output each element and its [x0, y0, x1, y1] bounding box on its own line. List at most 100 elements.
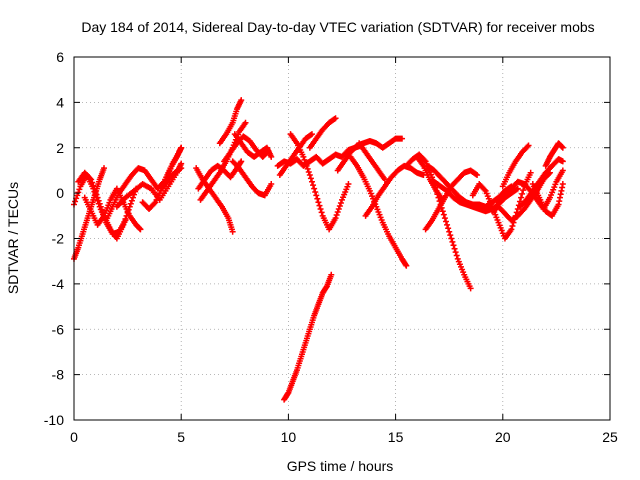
data-point — [97, 203, 104, 210]
data-point — [467, 285, 474, 292]
data-point — [306, 171, 313, 178]
y-tick-label: 4 — [56, 94, 64, 110]
data-point — [516, 198, 523, 205]
data-point — [308, 178, 315, 185]
data-point — [314, 195, 321, 202]
data-point — [242, 119, 249, 126]
series-sat-t — [306, 115, 339, 151]
data-point — [445, 225, 452, 232]
series-sat-s — [281, 271, 335, 403]
data-point — [513, 186, 520, 193]
data-point — [336, 202, 343, 209]
series-sat-h — [163, 144, 185, 183]
data-point — [527, 169, 534, 176]
y-tick-label: -6 — [52, 321, 65, 337]
data-point — [559, 144, 566, 151]
data-point — [238, 97, 245, 104]
x-axis-label: GPS time / hours — [287, 458, 394, 474]
data-point — [518, 194, 525, 201]
y-tick-label: -10 — [44, 412, 64, 428]
data-point — [128, 197, 135, 204]
data-point — [421, 157, 428, 164]
data-point — [474, 171, 481, 178]
data-point — [178, 165, 185, 172]
x-tick-label: 25 — [602, 429, 618, 445]
series-sat-o — [229, 158, 275, 199]
data-point — [559, 181, 566, 188]
data-point — [311, 185, 318, 192]
series-sat-ai — [529, 181, 566, 219]
data-point — [446, 228, 453, 235]
series-sat-l — [216, 97, 245, 147]
series-sat-q — [274, 142, 365, 169]
x-tick-label: 15 — [388, 429, 404, 445]
data-point — [451, 245, 458, 252]
data-point — [559, 158, 566, 165]
data-point — [345, 181, 352, 188]
data-point — [92, 188, 99, 195]
y-tick-label: 2 — [56, 140, 64, 156]
data-point — [300, 153, 307, 160]
data-point — [335, 206, 342, 213]
data-point — [317, 206, 324, 213]
data-point — [91, 185, 98, 192]
data-point — [87, 175, 94, 182]
data-point — [76, 186, 83, 193]
data-point — [304, 165, 311, 172]
data-point — [453, 252, 460, 259]
data-point — [121, 218, 128, 225]
data-point — [303, 162, 310, 169]
series-sat-g — [139, 165, 185, 213]
y-tick-label: -8 — [52, 367, 65, 383]
data-point — [439, 208, 446, 215]
series-sat-ac — [431, 178, 521, 215]
series-sat-aj — [542, 140, 566, 169]
data-point — [301, 156, 308, 163]
data-point — [315, 199, 322, 206]
data-point — [127, 200, 134, 207]
series-sat-ag — [499, 142, 532, 190]
series-sat-v — [347, 153, 410, 269]
y-tick-label: -4 — [52, 276, 65, 292]
y-tick-label: -2 — [52, 231, 65, 247]
data-point — [307, 131, 314, 138]
data-point — [98, 206, 105, 213]
x-tick-label: 5 — [177, 429, 185, 445]
data-point — [381, 176, 388, 183]
data-point — [447, 232, 454, 239]
x-tick-label: 10 — [281, 429, 297, 445]
data-point — [72, 198, 79, 205]
series-sat-w — [362, 162, 427, 219]
data-point — [95, 197, 102, 204]
data-point — [473, 171, 479, 178]
data-point — [334, 209, 341, 216]
data-point — [281, 396, 288, 403]
data-point — [449, 238, 456, 245]
data-point — [444, 221, 451, 228]
data-point — [151, 200, 158, 207]
data-point — [137, 226, 144, 233]
data-point — [75, 189, 82, 196]
data-point — [308, 131, 315, 138]
data-point — [313, 192, 320, 199]
data-point — [96, 200, 103, 207]
data-point — [310, 182, 317, 189]
data-point — [268, 153, 275, 160]
data-point — [120, 221, 127, 228]
chart-title: Day 184 of 2014, Sidereal Day-to-day VTE… — [81, 19, 594, 35]
y-tick-label: 0 — [56, 185, 64, 201]
data-point — [88, 176, 95, 183]
data-point — [514, 185, 521, 192]
y-tick-label: 6 — [56, 49, 64, 65]
data-point — [448, 235, 455, 242]
series-sat-x — [356, 140, 388, 183]
data-point — [122, 215, 129, 222]
data-point — [178, 144, 185, 151]
data-point — [302, 159, 309, 166]
data-point — [101, 165, 108, 172]
data-point — [332, 115, 339, 122]
data-point — [508, 226, 515, 233]
axis-ticks: 0 5 10 15 20 25 -10 -8 -6 -4 -2 0 2 4 6 — [44, 49, 618, 445]
data-point — [519, 190, 526, 197]
